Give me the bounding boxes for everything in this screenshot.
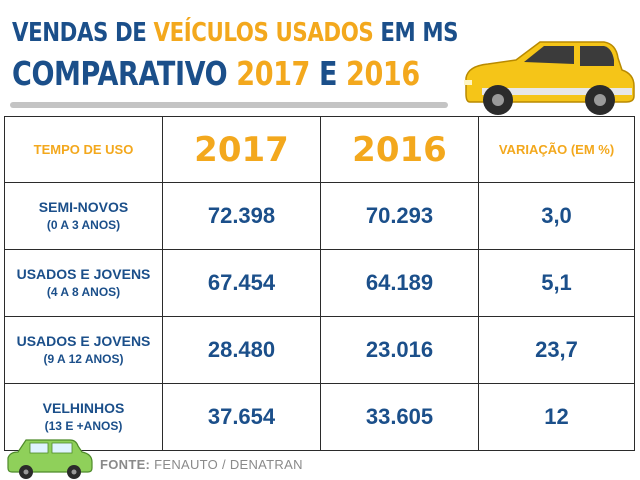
title-line-2: COMPARATIVO 2017 E 2016 <box>12 54 420 93</box>
subtitle-prefix: COMPARATIVO <box>12 54 237 93</box>
value-2016: 64.189 <box>320 249 479 317</box>
value-2016: 70.293 <box>320 182 479 250</box>
category-range: (4 A 8 ANOS) <box>46 285 121 299</box>
table-header-row: TEMPO DE USO 2017 2016 VARIAÇÃO (EM %) <box>4 116 635 183</box>
subtitle-year-2017: 2017 <box>236 54 310 93</box>
value-2016: 33.605 <box>320 383 479 451</box>
source-credit: FONTE: FENAUTO / DENATRAN <box>100 457 303 472</box>
category-range: (0 A 3 ANOS) <box>46 218 121 232</box>
sales-comparison-table: TEMPO DE USO 2017 2016 VARIAÇÃO (EM %) S… <box>4 116 635 451</box>
header-2016: 2016 <box>320 116 479 183</box>
value-2016: 23.016 <box>320 316 479 384</box>
category-name: USADOS E JOVENS <box>16 266 151 282</box>
title-highlight: VEÍCULOS USADOS <box>153 18 374 48</box>
table-row: VELHINHOS (13 E +ANOS) 37.654 33.605 12 <box>4 383 635 451</box>
category-name: SEMI-NOVOS <box>38 199 129 215</box>
green-car-icon <box>7 439 93 479</box>
table-row: USADOS E JOVENS (9 A 12 ANOS) 28.480 23.… <box>4 316 635 384</box>
source-text: FENAUTO / DENATRAN <box>154 457 303 472</box>
value-2017: 67.454 <box>162 249 321 317</box>
yellow-car-icon <box>464 41 635 115</box>
title-line-1: VENDAS DE VEÍCULOS USADOS EM MS <box>12 18 459 48</box>
value-variation: 5,1 <box>478 249 635 317</box>
source-label: FONTE: <box>100 457 151 472</box>
value-2017: 72.398 <box>162 182 321 250</box>
value-variation: 3,0 <box>478 182 635 250</box>
category-name: USADOS E JOVENS <box>16 333 151 349</box>
category-cell: USADOS E JOVENS (4 A 8 ANOS) <box>4 249 163 317</box>
table-row: USADOS E JOVENS (4 A 8 ANOS) 67.454 64.1… <box>4 249 635 317</box>
title-suffix: EM MS <box>373 18 459 48</box>
header-variacao: VARIAÇÃO (EM %) <box>478 116 635 183</box>
category-name: VELHINHOS <box>42 400 125 416</box>
header-2017: 2017 <box>162 116 321 183</box>
title-prefix: VENDAS DE <box>12 18 154 48</box>
category-cell: USADOS E JOVENS (9 A 12 ANOS) <box>4 316 163 384</box>
value-variation: 12 <box>478 383 635 451</box>
table-row: SEMI-NOVOS (0 A 3 ANOS) 72.398 70.293 3,… <box>4 182 635 250</box>
value-2017: 37.654 <box>162 383 321 451</box>
value-variation: 23,7 <box>478 316 635 384</box>
category-range: (9 A 12 ANOS) <box>43 352 124 366</box>
category-cell: SEMI-NOVOS (0 A 3 ANOS) <box>4 182 163 250</box>
title-underline <box>10 102 448 108</box>
category-range: (13 E +ANOS) <box>44 419 123 433</box>
subtitle-and: E <box>309 54 347 93</box>
value-2017: 28.480 <box>162 316 321 384</box>
header-tempo-de-uso: TEMPO DE USO <box>4 116 163 183</box>
subtitle-year-2016: 2016 <box>346 54 420 93</box>
